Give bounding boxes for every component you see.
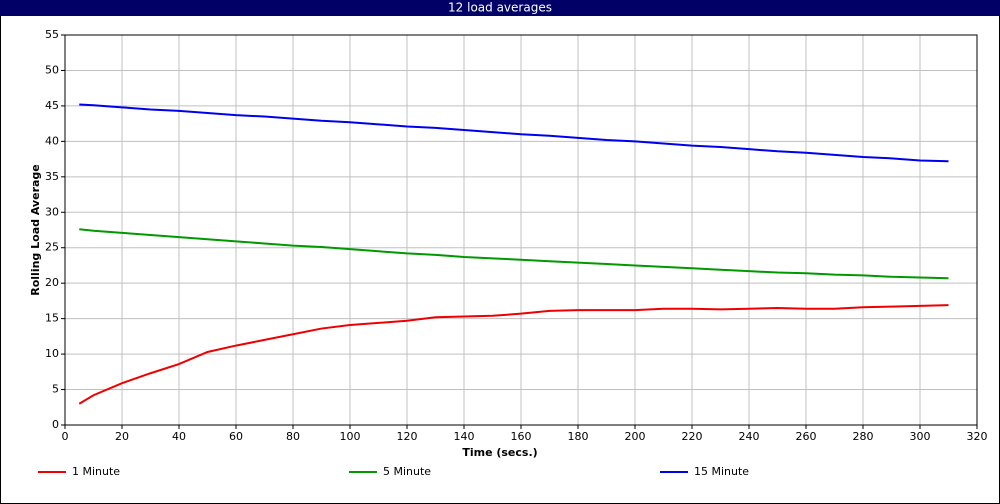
legend-label: 15 Minute: [694, 465, 749, 478]
x-tick-label: 260: [796, 430, 817, 443]
series-line: [79, 103, 949, 163]
x-axis-label: Time (secs.): [462, 446, 537, 459]
title-bar: [0, 0, 1000, 16]
x-tick-label: 180: [568, 430, 589, 443]
plot-border: [64, 34, 978, 426]
x-tick-label: 80: [286, 430, 300, 443]
x-tick-label: 200: [625, 430, 646, 443]
y-tick-label: 15: [45, 312, 59, 325]
y-tick-label: 50: [45, 63, 59, 76]
legend-label: 5 Minute: [383, 465, 431, 478]
x-tick-label: 320: [967, 430, 988, 443]
chart-title: 12 load averages: [448, 1, 552, 15]
y-tick-label: 35: [45, 170, 59, 183]
x-tick-label: 280: [853, 430, 874, 443]
y-tick-label: 10: [45, 347, 59, 360]
y-tick-label: 55: [45, 28, 59, 41]
x-tick-label: 100: [340, 430, 361, 443]
x-tick-label: 240: [739, 430, 760, 443]
y-tick-label: 0: [52, 418, 59, 431]
x-tick-label: 40: [172, 430, 186, 443]
x-tick-label: 220: [682, 430, 703, 443]
x-tick-label: 60: [229, 430, 243, 443]
y-tick-label: 25: [45, 241, 59, 254]
y-tick-label: 40: [45, 134, 59, 147]
y-tick-label: 45: [45, 99, 59, 112]
legend-label: 1 Minute: [72, 465, 120, 478]
y-tick-label: 30: [45, 205, 59, 218]
x-tick-label: 160: [511, 430, 532, 443]
x-tick-label: 0: [62, 430, 69, 443]
series-line: [79, 228, 949, 280]
x-tick-label: 20: [115, 430, 129, 443]
x-tick-label: 120: [397, 430, 418, 443]
x-tick-label: 300: [910, 430, 931, 443]
series-line: [78, 304, 949, 405]
x-tick-label: 140: [454, 430, 475, 443]
y-axis-label: Rolling Load Average: [29, 164, 42, 296]
y-tick-label: 20: [45, 276, 59, 289]
y-tick-label: 5: [52, 383, 59, 396]
